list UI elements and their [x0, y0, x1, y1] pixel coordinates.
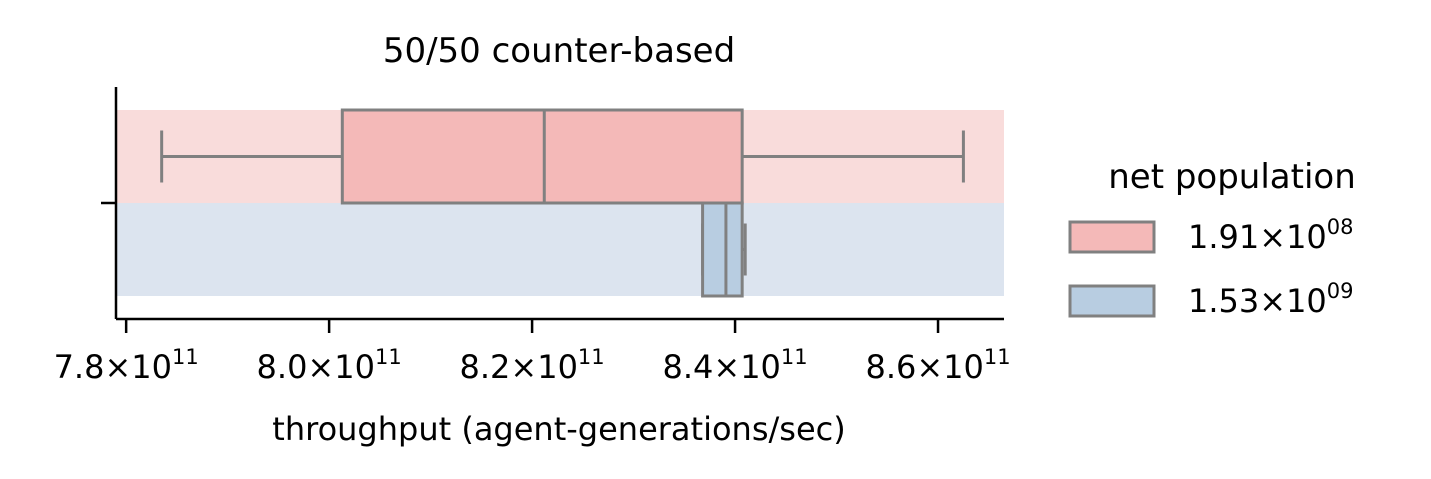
iqr-box — [340, 108, 744, 205]
box-1 — [160, 108, 965, 205]
x-tick-exponent: 11 — [578, 345, 605, 369]
x-tick-label: 8.4×1011 — [662, 345, 807, 386]
x-tick-label: 7.8×1011 — [54, 345, 199, 386]
iqr-box — [701, 201, 744, 298]
legend-entries: 1.91×1008 1.53×1009 — [1068, 215, 1354, 320]
legend-swatch-1 — [1068, 220, 1156, 254]
x-tick-mantissa: 8.6×10 — [865, 348, 983, 386]
x-tick-mantissa: 8.0×10 — [257, 348, 375, 386]
legend-exponent: 09 — [1327, 279, 1354, 303]
x-tick-mantissa: 7.8×10 — [54, 348, 172, 386]
x-tick-exponent: 11 — [375, 345, 402, 369]
legend-mantissa: 1.53×10 — [1188, 282, 1327, 320]
chart-title: 50/50 counter-based — [383, 31, 735, 71]
x-ticks: 7.8×1011 8.0×1011 8.2×1011 8.4×1011 8.6×1011 — [54, 319, 1011, 386]
x-tick-exponent: 11 — [781, 345, 808, 369]
box-series — [160, 108, 965, 298]
legend-swatch-2 — [1068, 284, 1156, 318]
x-tick-label: 8.2×1011 — [460, 345, 605, 386]
box-2 — [701, 201, 747, 298]
legend: net population 1.91×1008 1.53×1009 — [1068, 157, 1356, 320]
x-tick-label: 8.0×1011 — [257, 345, 402, 386]
x-tick-label: 8.6×1011 — [865, 345, 1010, 386]
x-tick-mantissa: 8.2×10 — [460, 348, 578, 386]
x-tick-exponent: 11 — [172, 345, 199, 369]
legend-label-2: 1.53×1009 — [1188, 279, 1354, 320]
x-tick-mantissa: 8.4×10 — [662, 348, 780, 386]
category-band-2 — [116, 203, 1004, 296]
legend-exponent: 08 — [1327, 215, 1354, 239]
x-tick-exponent: 11 — [984, 345, 1011, 369]
legend-mantissa: 1.91×10 — [1188, 218, 1327, 256]
legend-title: net population — [1108, 157, 1356, 197]
legend-label-1: 1.91×1008 — [1188, 215, 1354, 256]
x-axis-label: throughput (agent-generations/sec) — [272, 410, 845, 448]
